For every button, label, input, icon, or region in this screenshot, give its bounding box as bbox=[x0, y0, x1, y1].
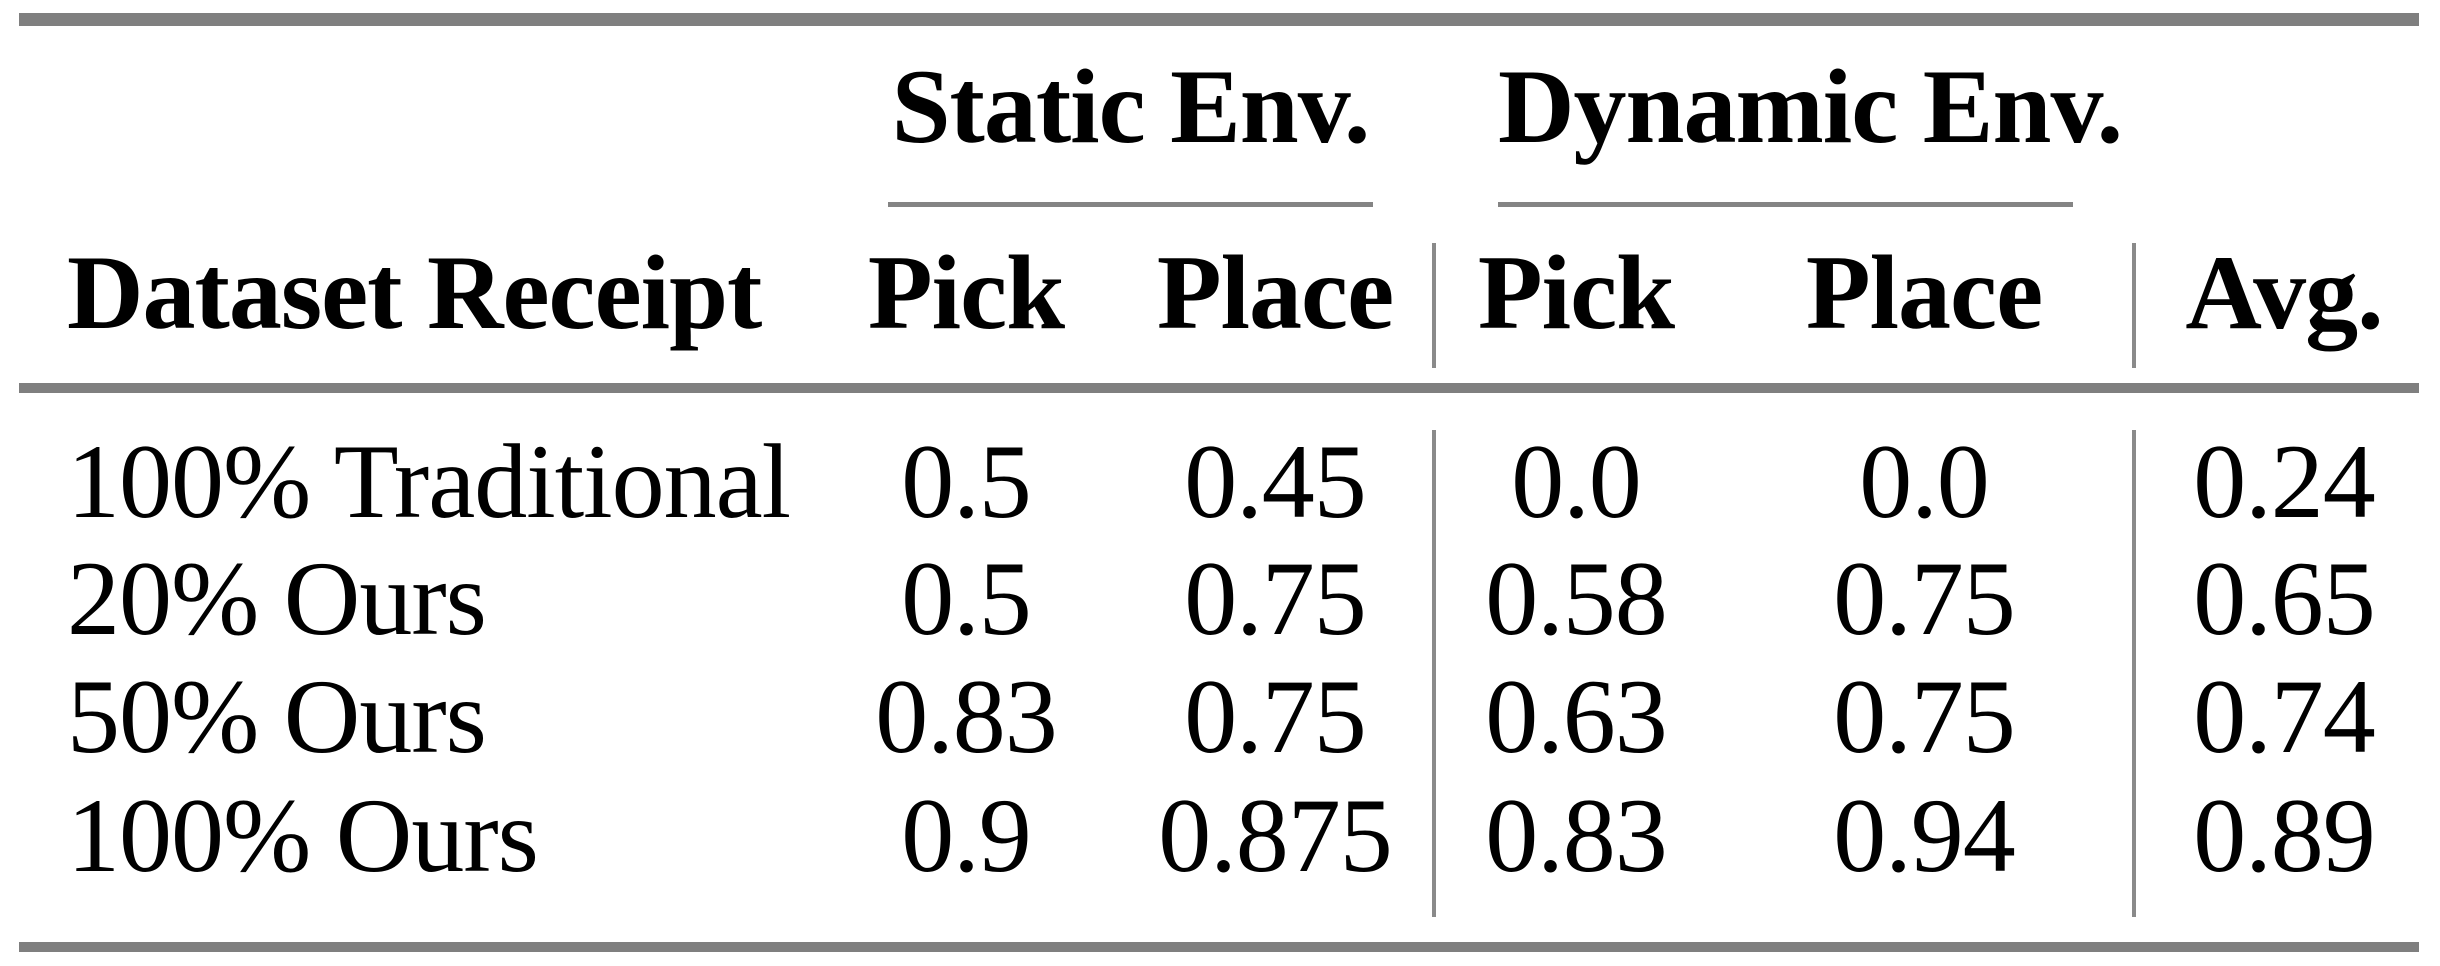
group-header-static-env: Static Env. bbox=[891, 48, 1371, 165]
table-top-rule bbox=[19, 13, 2419, 26]
dynamic-env-cmidrule bbox=[1498, 202, 2073, 207]
cell-avg: 0.24 bbox=[2193, 423, 2376, 540]
cell-dynamic-pick: 0.0 bbox=[1511, 423, 1642, 540]
cell-avg: 0.65 bbox=[2193, 540, 2376, 657]
group-header-dynamic-env: Dynamic Env. bbox=[1498, 48, 2123, 165]
row-label: 20% Ours bbox=[67, 540, 487, 657]
cell-static-place: 0.875 bbox=[1158, 777, 1393, 894]
cell-static-place: 0.75 bbox=[1184, 658, 1367, 775]
cell-static-pick: 0.5 bbox=[901, 423, 1032, 540]
cell-dynamic-pick: 0.83 bbox=[1485, 777, 1668, 894]
column-header-dataset-receipt: Dataset Receipt bbox=[67, 234, 762, 351]
cell-dynamic-pick: 0.58 bbox=[1485, 540, 1668, 657]
table-bottom-rule bbox=[19, 942, 2419, 952]
cell-dynamic-pick: 0.63 bbox=[1485, 658, 1668, 775]
cell-dynamic-place: 0.0 bbox=[1859, 423, 1990, 540]
cell-dynamic-place: 0.75 bbox=[1833, 540, 2016, 657]
column-header-static-place: Place bbox=[1156, 234, 1394, 351]
row-label: 100% Ours bbox=[67, 777, 539, 894]
row-label: 100% Traditional bbox=[67, 423, 791, 540]
table-mid-rule bbox=[19, 383, 2419, 393]
column-header-avg: Avg. bbox=[2185, 234, 2383, 351]
cell-avg: 0.89 bbox=[2193, 777, 2376, 894]
cell-avg: 0.74 bbox=[2193, 658, 2376, 775]
column-separator-static-dynamic-header bbox=[1432, 243, 1436, 368]
cell-dynamic-place: 0.75 bbox=[1833, 658, 2016, 775]
column-header-dynamic-pick: Pick bbox=[1477, 234, 1675, 351]
cell-dynamic-place: 0.94 bbox=[1833, 777, 2016, 894]
row-label: 50% Ours bbox=[67, 658, 487, 775]
column-separator-avg-body bbox=[2132, 430, 2136, 917]
cell-static-place: 0.45 bbox=[1184, 423, 1367, 540]
cell-static-pick: 0.83 bbox=[875, 658, 1058, 775]
column-separator-static-dynamic-body bbox=[1432, 430, 1436, 917]
cell-static-pick: 0.5 bbox=[901, 540, 1032, 657]
cell-static-place: 0.75 bbox=[1184, 540, 1367, 657]
cell-static-pick: 0.9 bbox=[901, 777, 1032, 894]
static-env-cmidrule bbox=[888, 202, 1373, 207]
column-header-static-pick: Pick bbox=[867, 234, 1065, 351]
column-header-dynamic-place: Place bbox=[1805, 234, 2043, 351]
column-separator-avg-header bbox=[2132, 243, 2136, 368]
